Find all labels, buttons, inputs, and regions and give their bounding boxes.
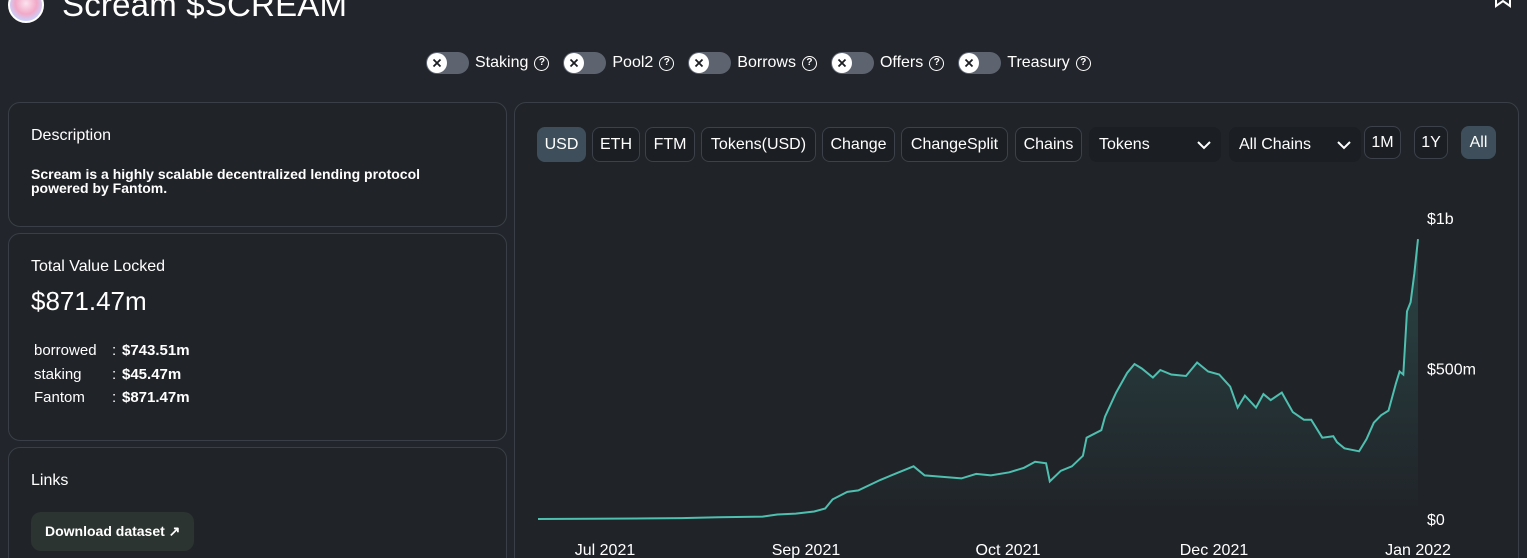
change-button[interactable]: Change <box>822 127 895 162</box>
help-icon[interactable]: ? <box>534 55 550 71</box>
change-split-button[interactable]: ChangeSplit <box>901 127 1008 162</box>
denomination-button-usd[interactable]: USD <box>537 127 586 162</box>
y-tick-label: $500m <box>1427 362 1476 379</box>
range-button-1y[interactable]: 1Y <box>1414 126 1448 159</box>
breakdown-key: staking <box>34 365 82 383</box>
close-icon <box>959 53 980 73</box>
breakdown-value: $743.51m <box>122 342 190 359</box>
help-icon[interactable]: ? <box>801 55 817 71</box>
breakdown-key: borrowed <box>34 342 97 359</box>
chains-select[interactable]: All Chains <box>1229 127 1361 162</box>
breakdown-row-staking: staking : $45.47m <box>34 366 190 390</box>
tvl-heading: Total Value Locked <box>31 258 166 275</box>
toggle-label: Offers <box>879 54 924 71</box>
breakdown-row-fantom: Fantom : $871.47m <box>34 389 190 413</box>
breakdown-row-borrowed: borrowed : $743.51m <box>34 342 190 366</box>
chains-button[interactable]: Chains <box>1015 127 1082 162</box>
close-icon <box>427 53 447 73</box>
breakdown-separator: : <box>112 365 117 383</box>
scream-logo-icon <box>8 0 44 23</box>
chart-panel: USD ETH FTM Tokens(USD) Change ChangeSpl… <box>514 102 1519 558</box>
toggle-pool2[interactable]: Pool2? <box>563 52 675 74</box>
y-tick-label: $0 <box>1427 512 1445 529</box>
x-tick-label: Dec 2021 <box>1180 542 1249 558</box>
description-heading: Description <box>31 127 112 144</box>
breakdown-separator: : <box>112 389 117 406</box>
chains-select-value: All Chains <box>1239 135 1312 153</box>
denomination-button-ftm[interactable]: FTM <box>645 127 695 162</box>
x-tick-label: Sep 2021 <box>772 542 841 558</box>
denomination-button-tokens-usd[interactable]: Tokens(USD) <box>701 127 816 162</box>
breakdown-value: $871.47m <box>122 389 190 406</box>
denomination-button-eth[interactable]: ETH <box>592 127 640 162</box>
toggle-label: Staking <box>475 54 529 71</box>
close-icon <box>564 53 585 73</box>
links-heading: Links <box>31 472 69 489</box>
help-icon[interactable]: ? <box>1075 55 1091 71</box>
tokens-select[interactable]: Tokens <box>1089 127 1221 162</box>
toggle-row: Staking? Pool2? Borrows? Offers? Treasury? <box>426 52 1091 74</box>
tvl-chart[interactable]: $0 $500m $1b Jul 2021 Sep 2021 Oct 2021 Dec 2… <box>515 103 1520 558</box>
tvl-panel: Total Value Locked $871.47m borrowed : $… <box>8 233 507 441</box>
tvl-value: $871.47m <box>31 286 147 316</box>
x-tick-label: Jul 2021 <box>575 542 636 558</box>
close-icon <box>831 53 852 73</box>
bookmark-icon[interactable] <box>1493 0 1513 8</box>
toggle-label: Pool2 <box>612 54 654 71</box>
help-icon[interactable]: ? <box>659 55 675 71</box>
x-tick-label: Oct 2021 <box>976 542 1041 558</box>
toggle-label: Borrows <box>737 54 796 71</box>
range-button-1m[interactable]: 1M <box>1364 126 1401 159</box>
toggle-label: Treasury <box>1007 54 1070 71</box>
y-tick-label: $1b <box>1427 211 1454 228</box>
toggle-switch[interactable] <box>688 52 732 74</box>
toggle-treasury[interactable]: Treasury? <box>958 52 1091 74</box>
page-title: Scream $SCREAM <box>62 0 348 23</box>
chevron-down-icon <box>1337 140 1351 149</box>
breakdown-separator: : <box>112 342 117 359</box>
toggle-offers[interactable]: Offers? <box>830 52 945 74</box>
tvl-breakdown: borrowed : $743.51m staking : $45.47m Fa… <box>34 342 190 413</box>
tvl-series-line <box>537 238 1419 520</box>
help-icon[interactable]: ? <box>929 55 945 71</box>
download-dataset-button[interactable]: Download dataset ↗ <box>31 512 195 551</box>
x-tick-label: Jan 2022 <box>1385 542 1451 558</box>
tokens-select-value: Tokens <box>1099 135 1150 153</box>
breakdown-value: $45.47m <box>122 365 182 383</box>
description-panel: Description Scream is a highly scalable … <box>8 102 507 227</box>
range-button-all[interactable]: All <box>1461 126 1496 159</box>
toggle-borrows[interactable]: Borrows? <box>688 52 817 74</box>
close-icon <box>689 53 710 73</box>
toggle-switch[interactable] <box>958 52 1002 74</box>
links-panel: Links Download dataset ↗ <box>8 447 507 558</box>
toggle-switch[interactable] <box>426 52 469 74</box>
toggle-staking[interactable]: Staking? <box>426 52 550 74</box>
toggle-switch[interactable] <box>563 52 607 74</box>
chevron-down-icon <box>1197 140 1211 149</box>
description-text: Scream is a highly scalable decentralize… <box>31 166 421 196</box>
tvl-area-fill <box>538 239 1418 519</box>
breakdown-key: Fantom <box>34 389 85 406</box>
toggle-switch[interactable] <box>830 52 874 74</box>
page-header: Scream $SCREAM <box>8 0 347 24</box>
